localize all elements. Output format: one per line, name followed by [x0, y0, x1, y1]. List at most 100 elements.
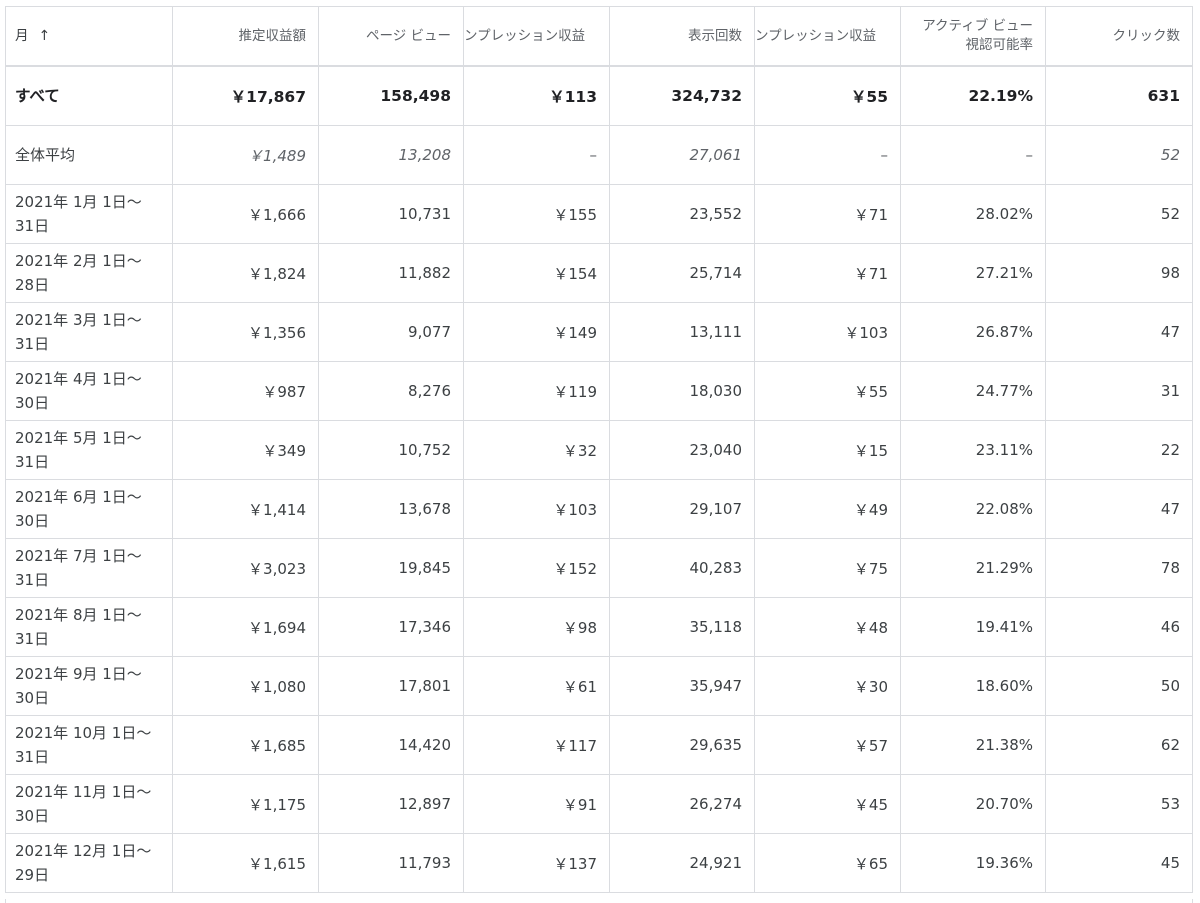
table-row: 2021年 5月 1日～31日 ￥349 10,752 ￥32 23,040 ￥15 23.…: [6, 421, 1192, 480]
column-header-impressions[interactable]: 表示回数: [610, 7, 755, 65]
cell-clicks: 31: [1160, 382, 1180, 400]
cell-clicks: 22: [1160, 441, 1180, 459]
cell-page-rpm: ￥117: [464, 716, 610, 774]
column-header-pageviews[interactable]: ページ ビュー: [319, 7, 464, 65]
cell-month: 2021年 3月 1日～31日: [6, 303, 173, 361]
cell-month: 2021年 9月 1日～30日: [6, 657, 173, 715]
average-revenue: ￥1,489: [173, 126, 319, 184]
cell-revenue: ￥1,615: [173, 834, 319, 892]
cell-active-view: 28.02%: [901, 185, 1046, 243]
table-row: 2021年 4月 1日～30日 ￥987 8,276 ￥119 18,030 ￥55 24.…: [6, 362, 1192, 421]
total-label: すべて: [6, 67, 173, 125]
total-active-view: 22.19%: [901, 67, 1046, 125]
cell-impression-rpm: ￥45: [755, 775, 901, 833]
total-revenue: ￥17,867: [173, 67, 319, 125]
cell-impressions: 23,040: [610, 421, 755, 479]
cell-pageviews: 13,678: [319, 480, 464, 538]
cell-page-rpm: ￥137: [464, 834, 610, 892]
arrow-up-icon[interactable]: ↑: [38, 27, 51, 44]
table-row: 2021年 10月 1日～31日 ￥1,685 14,420 ￥117 29,635 ￥5…: [6, 716, 1192, 775]
table-bottom-edge: [5, 899, 1193, 903]
column-header-impression-rpm[interactable]: ンプレッション収益: [755, 7, 901, 65]
average-impression-rpm: –: [755, 126, 901, 184]
average-active-view: –: [901, 126, 1046, 184]
total-clicks: 631: [1147, 87, 1180, 105]
cell-impressions: 13,111: [610, 303, 755, 361]
cell-revenue: ￥1,080: [173, 657, 319, 715]
cell-pageviews: 17,346: [319, 598, 464, 656]
column-header-page-rpm[interactable]: ンプレッション収益: [464, 7, 610, 65]
cell-impressions: 23,552: [610, 185, 755, 243]
column-header-revenue[interactable]: 推定収益額: [173, 7, 319, 65]
cell-revenue: ￥1,356: [173, 303, 319, 361]
average-pageviews: 13,208: [319, 126, 464, 184]
column-header-active-view[interactable]: アクティブ ビュー視認可能率: [901, 7, 1046, 65]
cell-clicks: 46: [1160, 618, 1180, 636]
cell-impression-rpm: ￥55: [755, 362, 901, 420]
table-row: 2021年 6月 1日～30日 ￥1,414 13,678 ￥103 29,107 ￥49…: [6, 480, 1192, 539]
total-page-rpm: ￥113: [464, 67, 610, 125]
cell-clicks: 62: [1160, 736, 1180, 754]
cell-month: 2021年 12月 1日～29日: [6, 834, 173, 892]
cell-month: 2021年 7月 1日～31日: [6, 539, 173, 597]
column-header-revenue-label: 推定収益額: [238, 27, 307, 44]
cell-pageviews: 10,731: [319, 185, 464, 243]
cell-page-rpm: ￥61: [464, 657, 610, 715]
cell-pageviews: 11,882: [319, 244, 464, 302]
table-row: 2021年 8月 1日～31日 ￥1,694 17,346 ￥98 35,118 ￥48 1…: [6, 598, 1192, 657]
cell-clicks: 50: [1160, 677, 1180, 695]
cell-month: 2021年 5月 1日～31日: [6, 421, 173, 479]
total-impression-rpm: ￥55: [755, 67, 901, 125]
column-header-clicks[interactable]: クリック数: [1046, 7, 1192, 65]
cell-impressions: 40,283: [610, 539, 755, 597]
cell-active-view: 20.70%: [901, 775, 1046, 833]
column-header-month-label: 月: [15, 27, 29, 44]
cell-pageviews: 19,845: [319, 539, 464, 597]
cell-page-rpm: ￥152: [464, 539, 610, 597]
cell-revenue: ￥1,694: [173, 598, 319, 656]
cell-pageviews: 17,801: [319, 657, 464, 715]
cell-impression-rpm: ￥48: [755, 598, 901, 656]
cell-clicks: 45: [1160, 854, 1180, 872]
cell-clicks: 78: [1160, 559, 1180, 577]
cell-page-rpm: ￥32: [464, 421, 610, 479]
data-rows: 2021年 1月 1日～31日 ￥1,666 10,731 ￥155 23,552 ￥71…: [6, 185, 1192, 893]
cell-revenue: ￥1,414: [173, 480, 319, 538]
cell-clicks: 47: [1160, 500, 1180, 518]
cell-impression-rpm: ￥65: [755, 834, 901, 892]
column-header-month[interactable]: 月 ↑: [6, 7, 173, 65]
cell-impressions: 29,107: [610, 480, 755, 538]
column-header-clicks-label: クリック数: [1112, 27, 1181, 44]
average-page-rpm: –: [464, 126, 610, 184]
cell-impressions: 25,714: [610, 244, 755, 302]
cell-page-rpm: ￥91: [464, 775, 610, 833]
cell-impression-rpm: ￥15: [755, 421, 901, 479]
cell-impression-rpm: ￥49: [755, 480, 901, 538]
average-label: 全体平均: [6, 126, 173, 184]
cell-active-view: 21.38%: [901, 716, 1046, 774]
cell-revenue: ￥987: [173, 362, 319, 420]
cell-page-rpm: ￥155: [464, 185, 610, 243]
cell-active-view: 22.08%: [901, 480, 1046, 538]
cell-impressions: 24,921: [610, 834, 755, 892]
cell-month: 2021年 2月 1日～28日: [6, 244, 173, 302]
cell-impression-rpm: ￥75: [755, 539, 901, 597]
cell-page-rpm: ￥98: [464, 598, 610, 656]
cell-pageviews: 9,077: [319, 303, 464, 361]
column-header-active-view-label: アクティブ ビュー視認可能率: [922, 18, 1033, 53]
cell-impressions: 26,274: [610, 775, 755, 833]
cell-pageviews: 14,420: [319, 716, 464, 774]
cell-impression-rpm: ￥71: [755, 185, 901, 243]
table-row: 2021年 9月 1日～30日 ￥1,080 17,801 ￥61 35,947 ￥30 1…: [6, 657, 1192, 716]
column-header-impression-rpm-label: ンプレッション収益: [755, 27, 877, 44]
table-header-row: 月 ↑ 推定収益額 ページ ビュー ンプレッション収益 表示回数 ンプレッション…: [6, 6, 1192, 67]
table-row: 2021年 3月 1日～31日 ￥1,356 9,077 ￥149 13,111 ￥103…: [6, 303, 1192, 362]
report-table: 月 ↑ 推定収益額 ページ ビュー ンプレッション収益 表示回数 ンプレッション…: [5, 6, 1193, 893]
average-clicks: 52: [1160, 146, 1180, 164]
average-row: 全体平均 ￥1,489 13,208 – 27,061 – – 52: [6, 126, 1192, 185]
cell-revenue: ￥3,023: [173, 539, 319, 597]
cell-month: 2021年 4月 1日～30日: [6, 362, 173, 420]
cell-active-view: 27.21%: [901, 244, 1046, 302]
average-impressions: 27,061: [610, 126, 755, 184]
cell-month: 2021年 6月 1日～30日: [6, 480, 173, 538]
